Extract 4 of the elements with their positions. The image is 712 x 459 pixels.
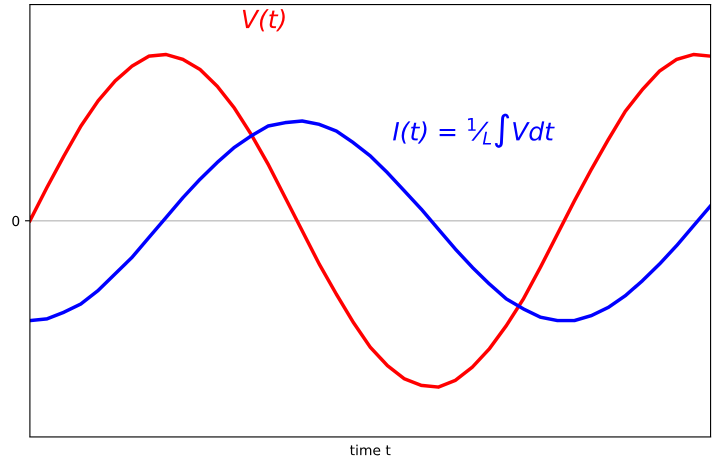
x-axis-title: time t: [350, 444, 391, 456]
series-label: I(t) = $^{1}$⁄$_{L}$∫Vdt: [393, 114, 555, 148]
text: V(t): [242, 9, 285, 32]
ref-line-label: 0: [12, 216, 20, 226]
